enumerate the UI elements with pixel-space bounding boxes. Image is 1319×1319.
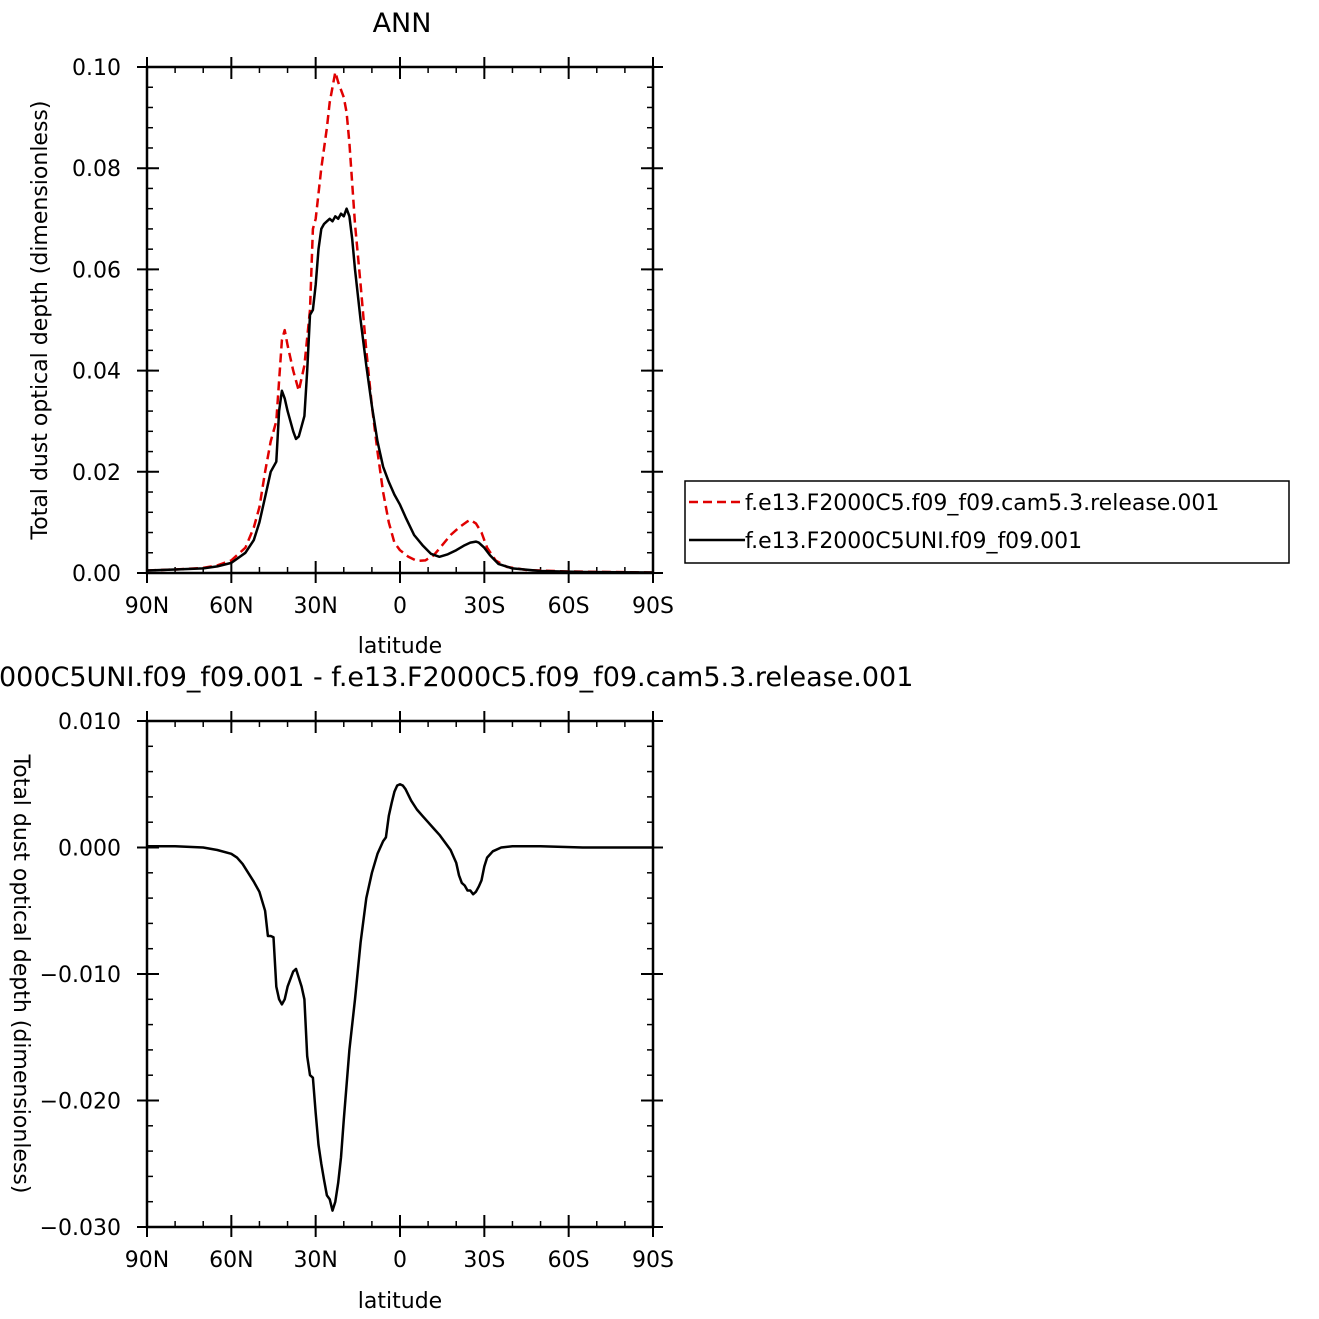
top-y-tick-label: 0.00 — [72, 562, 121, 587]
top-plot-frame — [145, 65, 655, 575]
bottom-x-tick-label: 60N — [209, 1248, 253, 1273]
top-x-tick-label: 90S — [632, 594, 674, 619]
bottom-chart-title: f.e13.F2000C5UNI.f09_f09.001 - f.e13.F20… — [0, 662, 913, 693]
bottom-x-tick-label: 0 — [393, 1248, 407, 1273]
legend-label-control: f.e13.F2000C5.f09_f09.cam5.3.release.001 — [745, 491, 1219, 516]
bottom-y-tick-label: −0.030 — [40, 1216, 121, 1241]
top-x-axis-title: latitude — [358, 634, 442, 659]
bottom-x-tick-label: 30S — [463, 1248, 505, 1273]
bottom-chart: f.e13.F2000C5UNI.f09_f09.001 - f.e13.F20… — [0, 662, 913, 1314]
bottom-x-tick-label: 90S — [632, 1248, 674, 1273]
legend: f.e13.F2000C5.f09_f09.cam5.3.release.001… — [684, 480, 1290, 564]
bottom-y-tick-label: −0.020 — [40, 1090, 121, 1115]
legend-label-test: f.e13.F2000C5UNI.f09_f09.001 — [745, 529, 1082, 554]
top-y-tick-label: 0.10 — [72, 56, 121, 81]
top-series-line-1 — [146, 207, 654, 574]
bottom-x-tick-label: 60S — [548, 1248, 590, 1273]
bottom-x-tick-label: 30N — [293, 1248, 337, 1273]
top-x-tick-label: 60N — [209, 594, 253, 619]
bottom-x-tick-label: 90N — [125, 1248, 169, 1273]
top-series-line-0 — [146, 70, 654, 574]
top-x-tick-label: 60S — [548, 594, 590, 619]
bottom-y-tick-label: −0.010 — [40, 963, 121, 988]
top-y-tick-label: 0.06 — [72, 258, 121, 283]
top-chart-title: ANN — [373, 8, 432, 39]
top-y-tick-label: 0.04 — [72, 360, 121, 385]
top-x-tick-label: 0 — [393, 594, 407, 619]
top-y-tick-label: 0.02 — [72, 461, 121, 486]
bottom-y-tick-label: 0.000 — [58, 837, 121, 862]
bottom-axis-ticks: 90N 60N 30N 0 30S 60S 90S −0.030 −0.020 −0.010 0.0… — [40, 710, 674, 1273]
top-y-axis-title: Total dust optical depth (dimensionless) — [28, 101, 53, 541]
bottom-plot-frame — [145, 719, 655, 1229]
top-axis-ticks: 90N 60N 30N 0 30S 60S 90S 0.00 0.02 0.04 0.06 0.08 0… — [72, 56, 674, 619]
top-x-tick-label: 30S — [463, 594, 505, 619]
bottom-series-line-0 — [147, 783, 653, 1212]
bottom-y-tick-label: 0.010 — [58, 710, 121, 735]
top-y-tick-label: 0.08 — [72, 157, 121, 182]
top-x-tick-label: 90N — [125, 594, 169, 619]
bottom-series-group — [147, 783, 653, 1212]
bottom-y-axis-title: Total dust optical depth (dimensionless) — [8, 754, 33, 1194]
top-series-group — [146, 70, 654, 574]
bottom-x-axis-title: latitude — [358, 1289, 442, 1314]
top-x-tick-label: 30N — [293, 594, 337, 619]
top-chart: ANN Total dust optical depth (dimensionl… — [28, 8, 674, 659]
legend-box — [684, 480, 1290, 564]
